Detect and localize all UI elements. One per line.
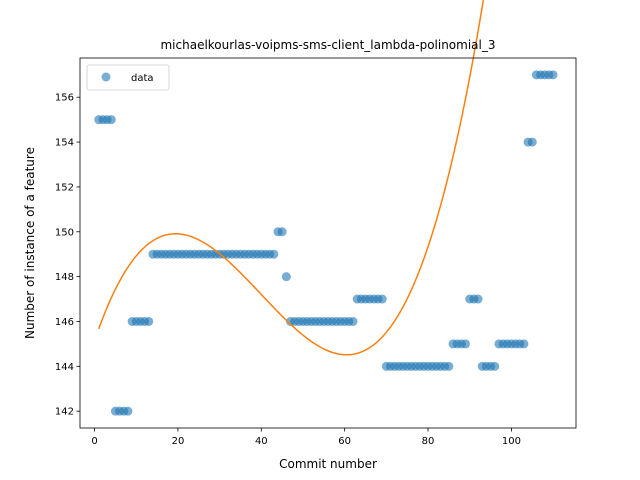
x-tick-label: 0 (91, 436, 97, 447)
data-point (106, 115, 116, 125)
y-tick-label: 144 (55, 362, 74, 373)
legend-label: data (131, 73, 154, 84)
y-tick-label: 142 (55, 407, 74, 418)
data-point (144, 316, 154, 326)
legend-marker (101, 72, 111, 82)
data-point (123, 406, 133, 416)
y-tick-label: 152 (55, 182, 74, 193)
legend: data (86, 64, 170, 91)
data-point (461, 339, 471, 349)
x-axis-label: Commit number (279, 457, 377, 471)
data-point (377, 294, 387, 304)
chart-title: michaelkourlas-voipms-sms-client_lambda-… (160, 38, 495, 52)
y-tick-label: 156 (55, 93, 74, 104)
y-tick-label: 148 (55, 272, 74, 283)
y-axis: 142 144 146 148 150 152 154 156 (55, 93, 80, 418)
x-tick-label: 40 (255, 436, 268, 447)
y-tick-label: 150 (55, 227, 74, 238)
data-point (281, 272, 291, 282)
data-point (269, 249, 279, 259)
x-axis: 0 20 40 60 80 100 (91, 428, 521, 447)
x-tick-label: 100 (502, 436, 521, 447)
data-point (548, 70, 558, 80)
plot-area (80, 58, 576, 428)
x-tick-label: 20 (172, 436, 185, 447)
data-point (519, 339, 529, 349)
data-points (94, 70, 558, 416)
plot-frame (79, 57, 577, 429)
data-point (490, 361, 500, 371)
y-tick-label: 154 (55, 138, 74, 149)
x-tick-label: 80 (422, 436, 435, 447)
data-point (527, 137, 537, 147)
x-tick-label: 60 (338, 436, 351, 447)
fit-line (98, 0, 485, 356)
legend-box (86, 64, 170, 91)
data-point (473, 294, 483, 304)
y-axis-label: Number of instance of a feature (23, 147, 37, 339)
y-tick-label: 146 (55, 317, 74, 328)
data-point (444, 361, 454, 371)
data-point (277, 227, 287, 237)
data-point (348, 316, 358, 326)
